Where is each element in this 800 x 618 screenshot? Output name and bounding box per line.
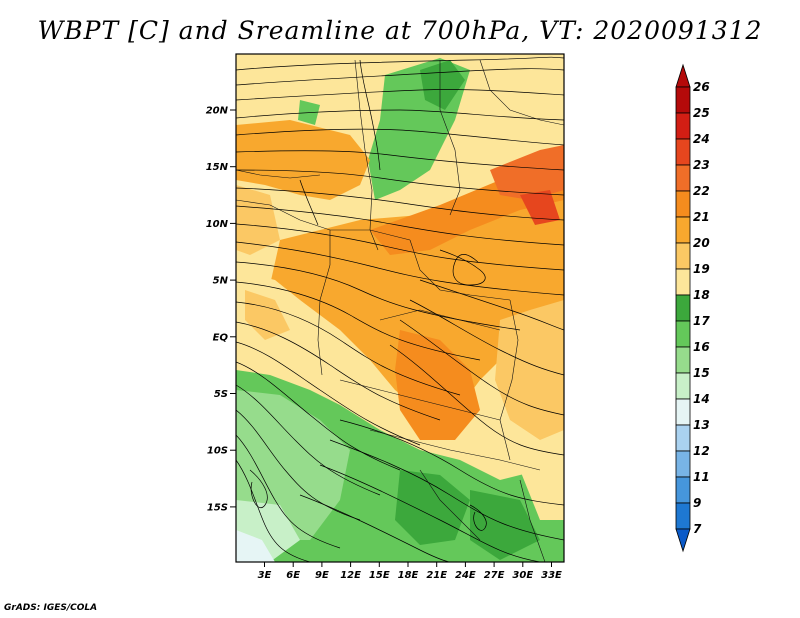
colorbar-label: 13 (693, 418, 710, 432)
colorbar-label: 14 (693, 392, 710, 406)
colorbar-swatch (675, 320, 691, 348)
lon-tick-label: 3E (258, 570, 272, 581)
colorbar-swatch (675, 138, 691, 166)
lon-tick-label: 15E (369, 570, 390, 581)
map-frame (235, 53, 565, 563)
colorbar: 26 25 24 23 22 21 20 19 18 17 16 15 14 13 12 11 9 7 (675, 63, 710, 553)
colorbar-label: 12 (693, 444, 710, 458)
lon-tick-label: 6E (286, 570, 300, 581)
colorbar-label: 20 (693, 236, 710, 250)
colorbar-swatch (675, 242, 691, 270)
colorbar-label: 7 (693, 522, 702, 536)
lon-tick-label: 21E (426, 570, 447, 581)
lon-tick-label: 12E (340, 570, 361, 581)
latitude-axis: 20N 15N 10N 5N EQ 5S 10S 15S (206, 106, 236, 513)
colorbar-label: 24 (693, 132, 710, 146)
colorbar-swatch (675, 268, 691, 296)
colorbar-top-arrow (675, 63, 691, 88)
colorbar-swatch (675, 346, 691, 374)
colorbar-swatch (675, 164, 691, 192)
lat-tick-label: 10S (207, 446, 228, 457)
lat-tick-label: 5N (213, 276, 229, 287)
colorbar-bottom-arrow (675, 528, 691, 553)
lon-tick-label: 30E (512, 570, 533, 581)
colorbar-swatch (675, 476, 691, 504)
country-borders (236, 59, 564, 562)
lon-tick-label: 18E (398, 570, 419, 581)
colorbar-label: 9 (693, 496, 701, 510)
colorbar-label: 19 (693, 262, 710, 276)
wbpt-field (236, 54, 564, 562)
colorbar-swatch (675, 190, 691, 218)
lat-tick-label: 20N (206, 106, 229, 117)
colorbar-label: 17 (693, 314, 710, 328)
lat-tick-label: 15N (206, 162, 229, 173)
colorbar-swatch (675, 372, 691, 400)
colorbar-label: 16 (693, 340, 710, 354)
colorbar-swatch (675, 502, 691, 530)
colorbar-swatch (675, 112, 691, 140)
lat-tick-label: 15S (207, 502, 228, 513)
colorbar-swatch (675, 86, 691, 114)
longitude-axis: 3E 6E 9E 12E 15E 18E 21E 24E 27E 30E 33E (258, 562, 562, 581)
lon-tick-label: 27E (484, 570, 505, 581)
map-title: WBPT [C] and Sreamline at 700hPa, VT: 20… (37, 16, 763, 45)
lon-tick-label: 33E (541, 570, 562, 581)
colorbar-label: 11 (693, 470, 710, 484)
colorbar-swatch (675, 450, 691, 478)
colorbar-label: 22 (693, 184, 710, 198)
colorbar-label: 18 (693, 288, 710, 302)
credit-text: GrADS: IGES/COLA (4, 603, 98, 613)
lat-tick-label: 5S (214, 389, 228, 400)
colorbar-label: 23 (693, 158, 710, 172)
colorbar-label: 26 (693, 80, 710, 94)
colorbar-label: 25 (693, 106, 710, 120)
colorbar-label: 21 (693, 210, 710, 224)
colorbar-swatch (675, 398, 691, 426)
streamlines (236, 56, 564, 562)
lat-tick-label: EQ (213, 332, 229, 343)
lon-tick-label: 9E (315, 570, 329, 581)
lon-tick-label: 24E (455, 570, 476, 581)
lat-tick-label: 10N (206, 219, 229, 230)
colorbar-swatch (675, 424, 691, 452)
colorbar-swatch (675, 294, 691, 322)
colorbar-label: 15 (693, 366, 710, 380)
colorbar-swatch (675, 216, 691, 244)
